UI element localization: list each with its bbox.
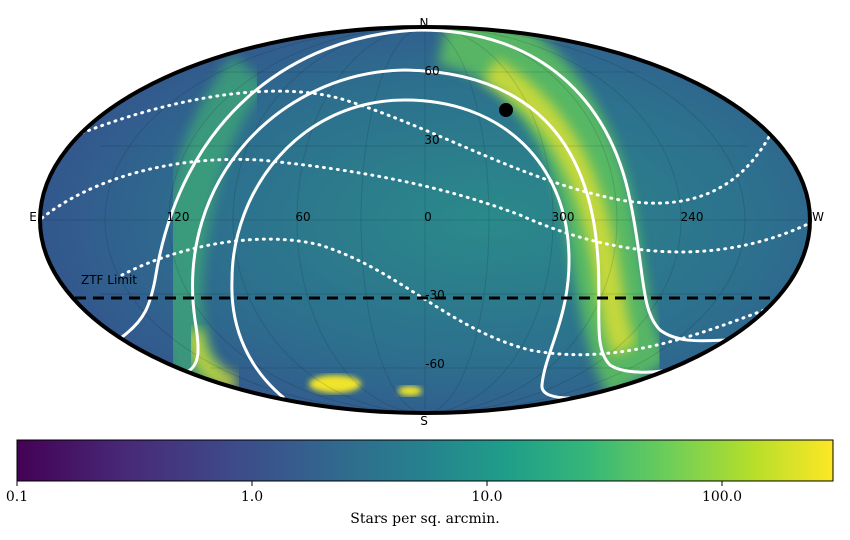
colorbar-label: Stars per sq. arcmin. [350,511,499,527]
ecliptic-curves [40,89,810,357]
colorbar-tick-3: 100.0 [702,489,742,505]
colorbar-tick-0: 0.1 [6,489,28,505]
lat-label-minus60: -60 [425,357,445,371]
lat-label-30: 30 [424,133,439,147]
ztf-limit-label: ZTF Limit [81,273,137,287]
compass-east: E [29,210,37,224]
lon-label-120: 120 [167,210,190,224]
colorbar-tick-2: 10.0 [471,489,502,505]
lon-label-300: 300 [552,210,575,224]
lon-label-60: 60 [295,210,310,224]
colorbar-tick-1: 1.0 [241,489,263,505]
lon-label-0: 0 [424,210,432,224]
compass-west: W [812,210,824,224]
lat-label-minus30: -30 [425,288,445,302]
lon-label-240: 240 [681,210,704,224]
colorbar-gradient [16,439,834,482]
compass-south: S [420,414,428,428]
lat-label-60: 60 [424,64,439,78]
colorbar: 0.1 1.0 10.0 100.0 Stars per sq. arcmin. [6,439,834,527]
map-outline [38,25,812,415]
compass-north: N [420,16,429,30]
target-marker [499,103,513,117]
